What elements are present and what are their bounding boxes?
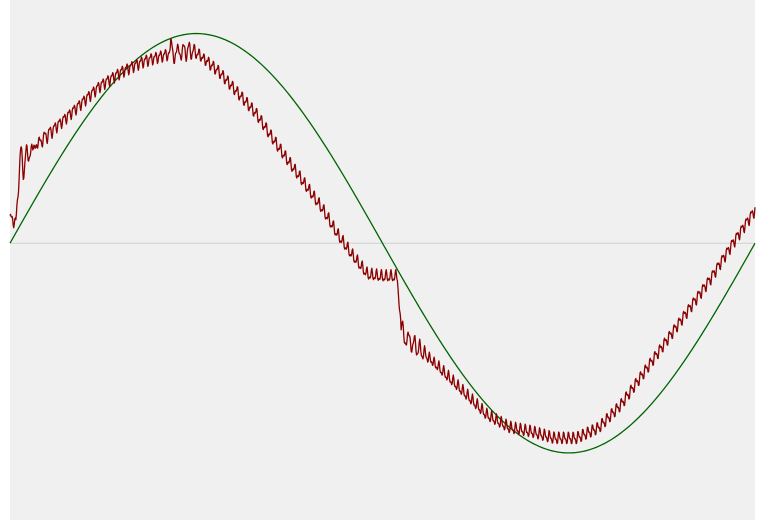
series-line-1	[9, 32, 756, 454]
plot-background	[10, 0, 755, 520]
series-line-2	[9, 38, 756, 445]
series-layer	[9, 32, 756, 454]
